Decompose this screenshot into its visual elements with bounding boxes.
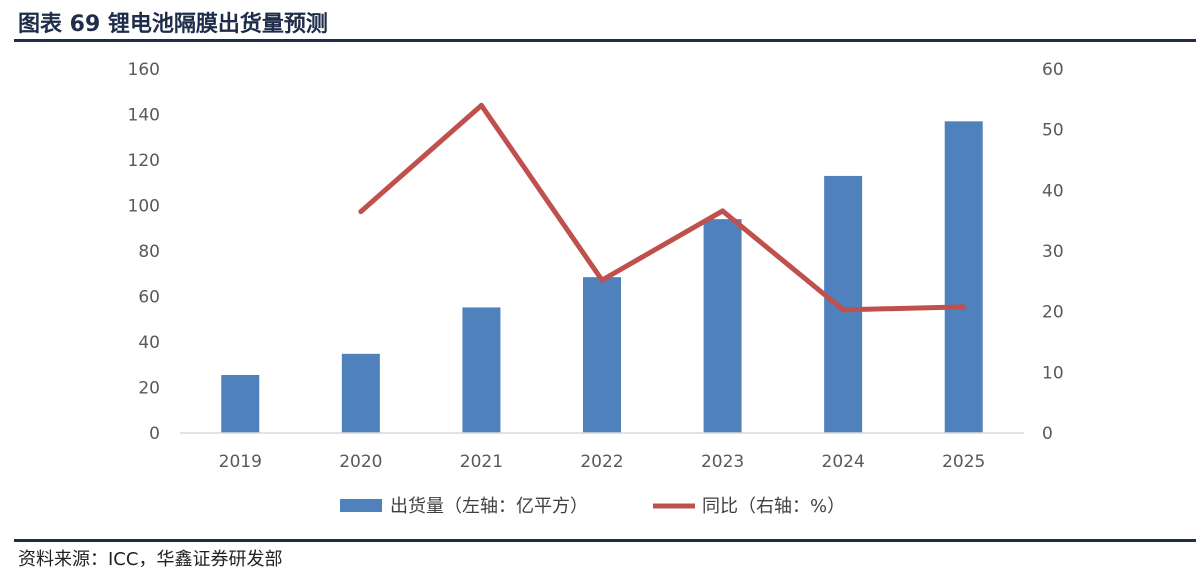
legend-bar-swatch	[340, 499, 382, 512]
yoy-point	[961, 304, 967, 310]
yoy-line	[359, 102, 964, 313]
x-tick-label: 2023	[701, 452, 744, 472]
x-tick-label: 2020	[339, 452, 382, 472]
right-tick-label: 30	[1042, 242, 1064, 262]
chart-title: 图表 69 锂电池隔膜出货量预测	[18, 12, 328, 37]
legend-line-label: 同比（右轴：%）	[702, 496, 845, 517]
bar-2023	[703, 219, 742, 433]
left-tick-label: 60	[138, 288, 160, 308]
right-tick-label: 40	[1042, 181, 1064, 201]
right-tick-label: 10	[1042, 363, 1064, 383]
yoy-point	[840, 307, 846, 313]
left-tick-label: 120	[128, 151, 160, 171]
x-tick-label: 2025	[942, 452, 985, 472]
yoy-point	[720, 208, 726, 214]
right-tick-label: 60	[1042, 60, 1064, 80]
x-tick-label: 2019	[219, 452, 262, 472]
left-tick-label: 20	[138, 379, 160, 399]
x-tick-label: 2024	[822, 452, 865, 472]
bottom-rule	[14, 539, 1196, 542]
x-tick-label: 2022	[580, 452, 623, 472]
bar-2020	[341, 353, 380, 433]
left-tick-label: 100	[128, 197, 160, 217]
left-tick-label: 40	[138, 333, 160, 353]
legend-bar-label: 出货量（左轴：亿平方）	[390, 496, 588, 517]
yoy-point	[478, 102, 484, 108]
top-rule	[14, 39, 1196, 42]
bar-2024	[824, 175, 863, 434]
x-tick-label: 2021	[460, 452, 503, 472]
source-note: 资料来源：ICC，华鑫证券研发部	[18, 549, 283, 570]
right-tick-label: 0	[1042, 424, 1053, 444]
left-tick-label: 160	[128, 60, 160, 80]
left-tick-label: 80	[138, 242, 160, 262]
right-tick-label: 50	[1042, 121, 1064, 141]
bar-2025	[944, 121, 983, 433]
yoy-point	[599, 277, 605, 283]
bar-2019	[221, 374, 260, 433]
left-tick-label: 0	[149, 424, 160, 444]
right-tick-label: 20	[1042, 303, 1064, 323]
bar-2021	[462, 307, 501, 433]
yoy-point	[358, 209, 364, 215]
bar-2022	[583, 277, 621, 433]
left-tick-label: 140	[128, 106, 160, 126]
